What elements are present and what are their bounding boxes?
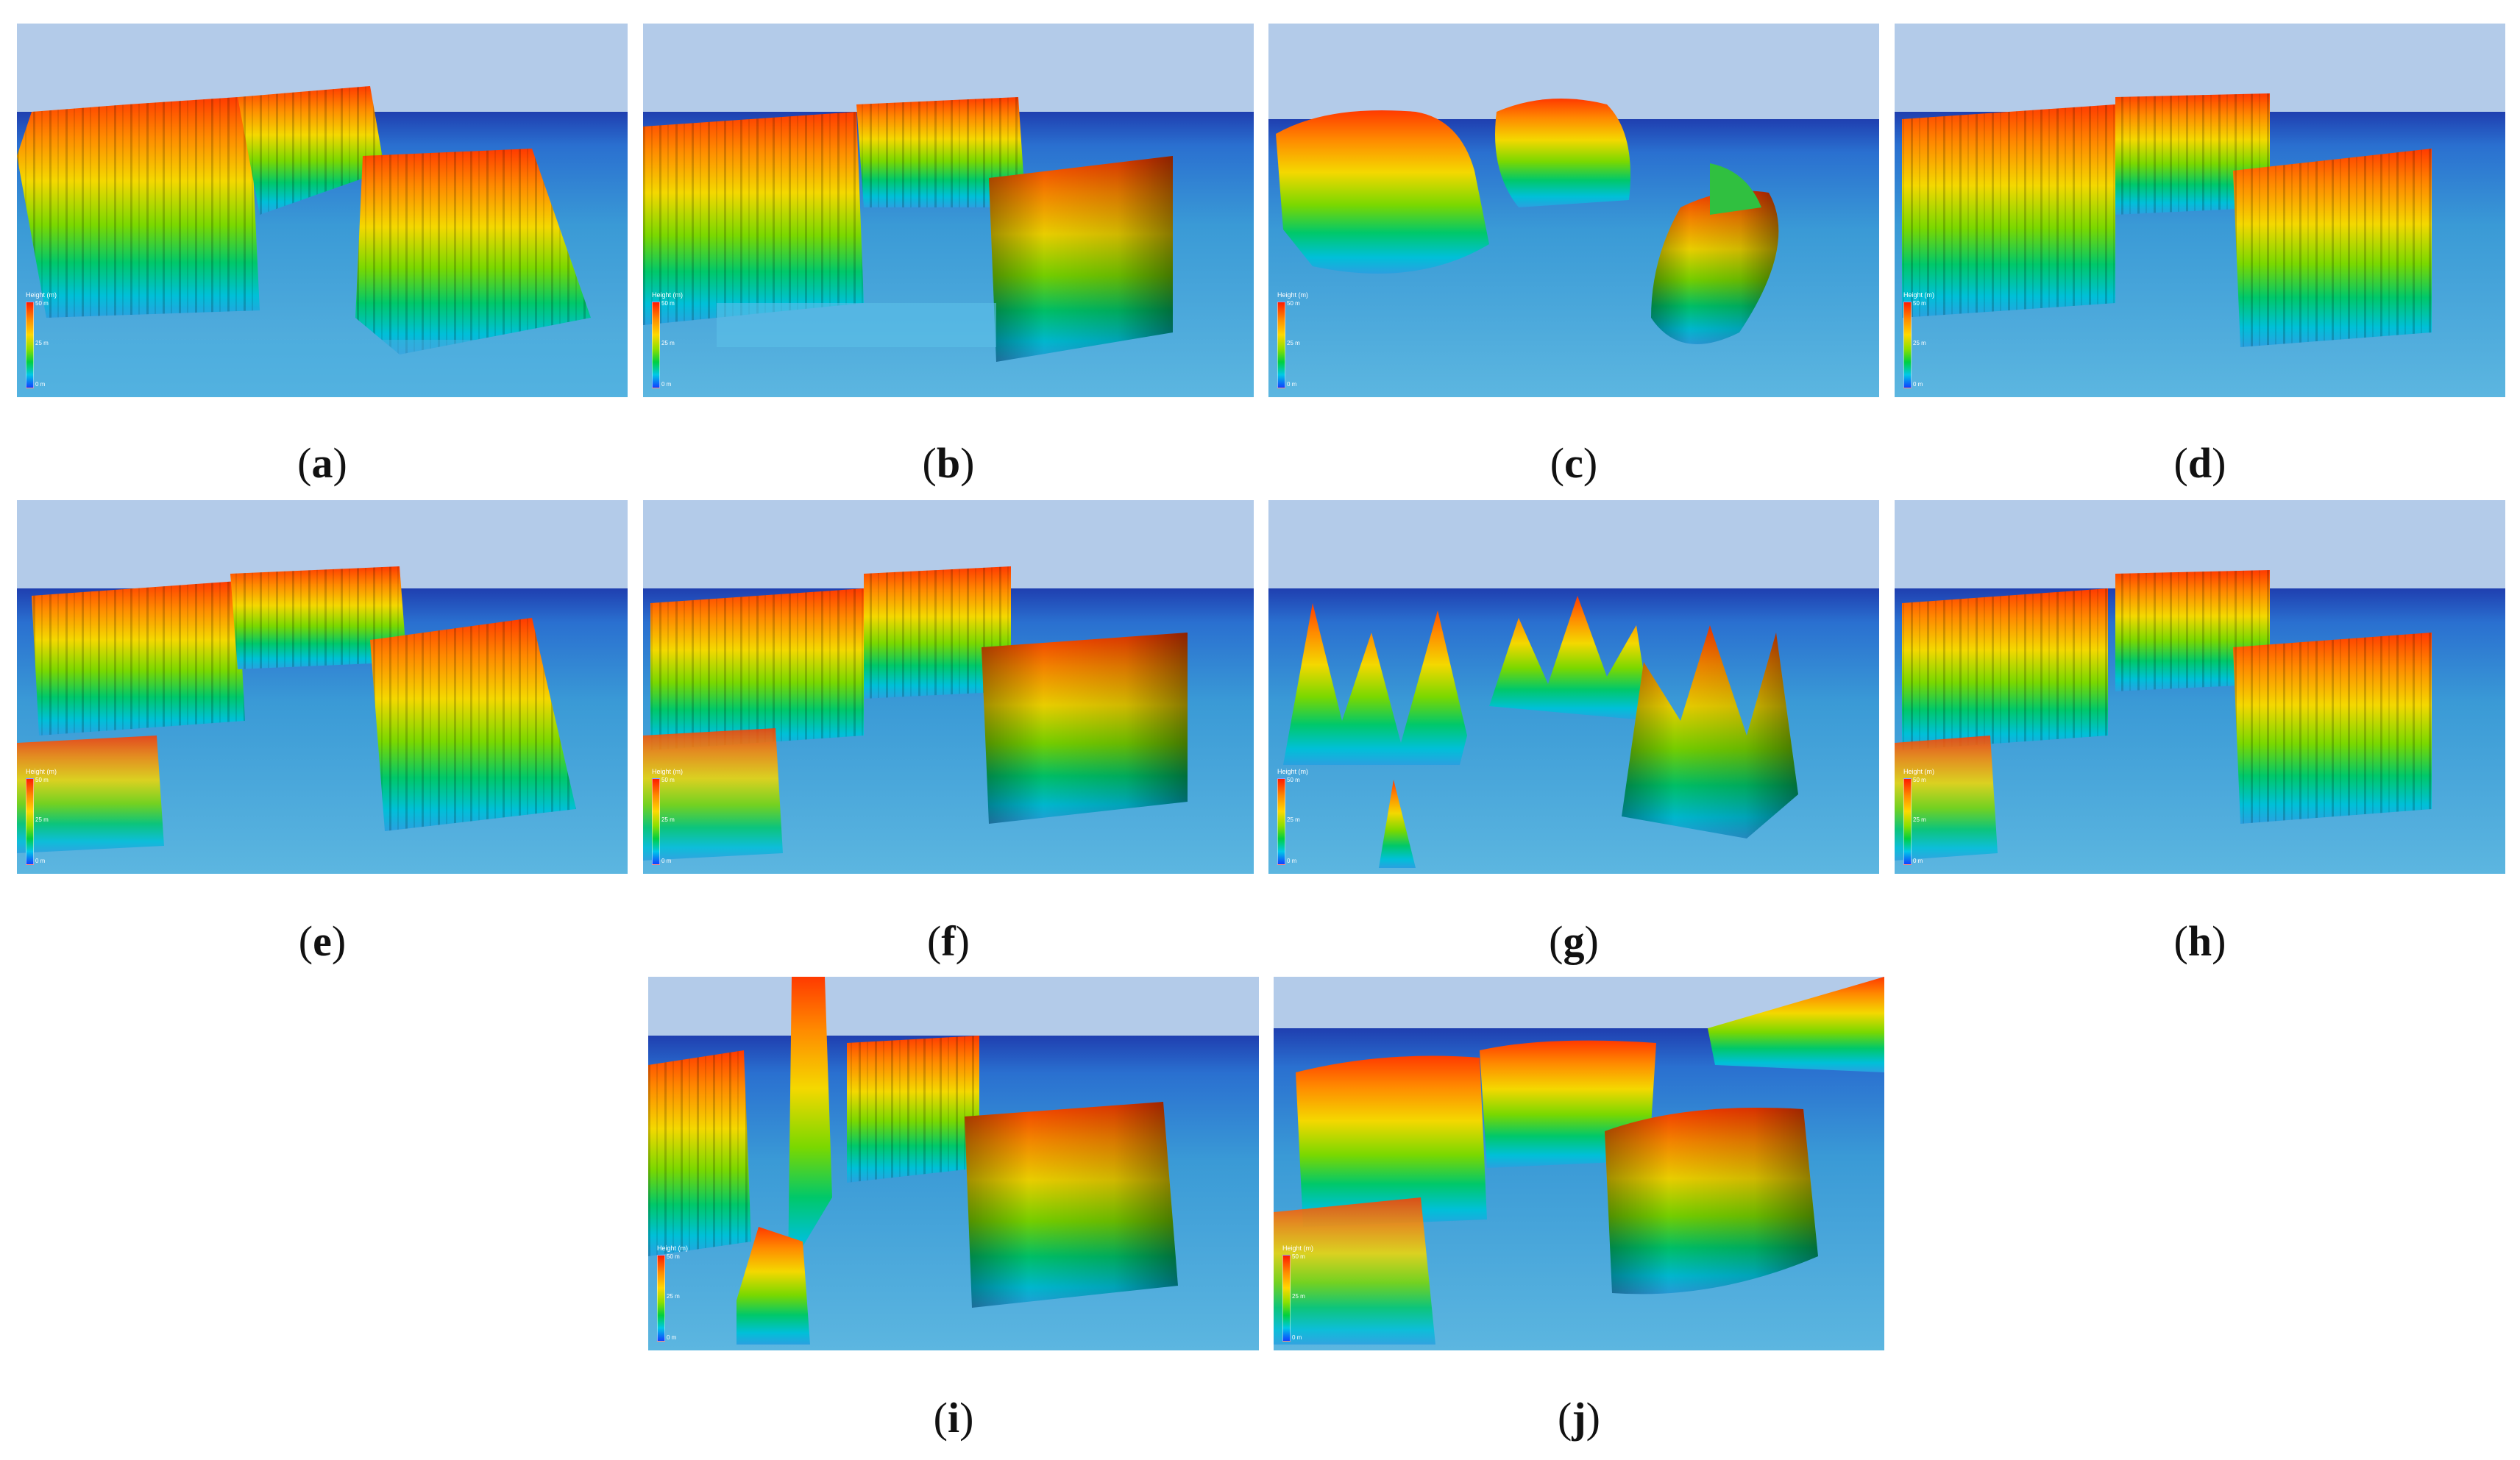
colorbar <box>652 302 660 388</box>
legend-title: Height (m) <box>1903 291 1935 299</box>
panel-b-scene <box>643 24 1254 397</box>
panel-c-scene <box>1268 24 1879 397</box>
legend-mid: 25 m <box>667 1293 680 1300</box>
panel-a: Height (m) 50 m 25 m 0 m <box>17 24 628 397</box>
height-legend: Height (m) 50 m 25 m 0 m <box>1274 291 1318 391</box>
height-legend: Height (m) 50 m 25 m 0 m <box>654 1244 698 1345</box>
height-legend: Height (m) 50 m 25 m 0 m <box>23 291 67 391</box>
legend-max: 50 m <box>1287 300 1300 307</box>
legend-mid: 25 m <box>1292 1293 1305 1300</box>
legend-min: 0 m <box>661 381 672 388</box>
panel-d-scene <box>1895 24 2505 397</box>
caption-f: (f) <box>927 917 970 965</box>
legend-title: Height (m) <box>1282 1244 1314 1252</box>
legend-min: 0 m <box>1292 1334 1302 1341</box>
legend-title: Height (m) <box>652 291 684 299</box>
legend-max: 50 m <box>1913 777 1926 783</box>
legend-max: 50 m <box>661 300 675 307</box>
legend-min: 0 m <box>35 381 46 388</box>
panel-f: Height (m) 50 m 25 m 0 m <box>643 500 1254 874</box>
legend-mid: 25 m <box>661 816 675 823</box>
legend-mid: 25 m <box>661 340 675 346</box>
height-legend: Height (m) 50 m 25 m 0 m <box>1274 768 1318 868</box>
height-legend: Height (m) 50 m 25 m 0 m <box>23 768 67 868</box>
colorbar <box>1277 778 1285 865</box>
legend-mid: 25 m <box>1913 340 1926 346</box>
height-legend: Height (m) 50 m 25 m 0 m <box>649 768 693 868</box>
colorbar <box>652 778 660 865</box>
legend-min: 0 m <box>35 858 46 864</box>
legend-max: 50 m <box>661 777 675 783</box>
caption-i: (i) <box>933 1394 974 1442</box>
colorbar <box>1277 302 1285 388</box>
panel-a-scene <box>17 24 628 397</box>
legend-min: 0 m <box>1913 858 1923 864</box>
panel-e-scene <box>17 500 628 874</box>
legend-mid: 25 m <box>1287 816 1300 823</box>
panel-i: Height (m) 50 m 25 m 0 m <box>648 977 1259 1350</box>
legend-max: 50 m <box>667 1253 680 1260</box>
colorbar <box>1903 778 1912 865</box>
legend-title: Height (m) <box>657 1244 689 1252</box>
height-legend: Height (m) 50 m 25 m 0 m <box>1900 291 1945 391</box>
panel-j: Height (m) 50 m 25 m 0 m <box>1274 977 1884 1350</box>
height-legend: Height (m) 50 m 25 m 0 m <box>1279 1244 1324 1345</box>
panel-c: Height (m) 50 m 25 m 0 m <box>1268 24 1879 397</box>
legend-title: Height (m) <box>1903 768 1935 775</box>
panel-h-scene <box>1895 500 2505 874</box>
legend-mid: 25 m <box>35 340 49 346</box>
legend-mid: 25 m <box>35 816 49 823</box>
legend-title: Height (m) <box>1277 291 1309 299</box>
legend-title: Height (m) <box>1277 768 1309 775</box>
panel-g: Height (m) 50 m 25 m 0 m <box>1268 500 1879 874</box>
caption-c: (c) <box>1550 439 1598 487</box>
legend-min: 0 m <box>1287 381 1297 388</box>
panel-e: Height (m) 50 m 25 m 0 m <box>17 500 628 874</box>
legend-title: Height (m) <box>652 768 684 775</box>
legend-min: 0 m <box>667 1334 677 1341</box>
caption-a: (a) <box>297 439 347 487</box>
caption-b: (b) <box>922 439 975 487</box>
panel-h: Height (m) 50 m 25 m 0 m <box>1895 500 2505 874</box>
caption-h: (h) <box>2173 917 2226 965</box>
panel-g-scene <box>1268 500 1879 874</box>
height-legend: Height (m) 50 m 25 m 0 m <box>649 291 693 391</box>
panel-b: Height (m) 50 m 25 m 0 m <box>643 24 1254 397</box>
legend-max: 50 m <box>35 777 49 783</box>
legend-max: 50 m <box>35 300 49 307</box>
legend-title: Height (m) <box>26 768 57 775</box>
panel-d: Height (m) 50 m 25 m 0 m <box>1895 24 2505 397</box>
legend-max: 50 m <box>1287 777 1300 783</box>
panel-j-scene <box>1274 977 1884 1350</box>
legend-min: 0 m <box>661 858 672 864</box>
panel-i-scene <box>648 977 1259 1350</box>
legend-title: Height (m) <box>26 291 57 299</box>
colorbar <box>1903 302 1912 388</box>
colorbar <box>26 302 34 388</box>
legend-min: 0 m <box>1287 858 1297 864</box>
caption-g: (g) <box>1549 917 1599 965</box>
colorbar <box>1282 1255 1291 1342</box>
legend-max: 50 m <box>1292 1253 1305 1260</box>
legend-min: 0 m <box>1913 381 1923 388</box>
panel-f-scene <box>643 500 1254 874</box>
colorbar <box>657 1255 665 1342</box>
caption-d: (d) <box>2173 439 2226 487</box>
height-legend: Height (m) 50 m 25 m 0 m <box>1900 768 1945 868</box>
colorbar <box>26 778 34 865</box>
legend-mid: 25 m <box>1913 816 1926 823</box>
legend-max: 50 m <box>1913 300 1926 307</box>
legend-mid: 25 m <box>1287 340 1300 346</box>
caption-j: (j) <box>1558 1394 1600 1442</box>
caption-e: (e) <box>298 917 347 965</box>
